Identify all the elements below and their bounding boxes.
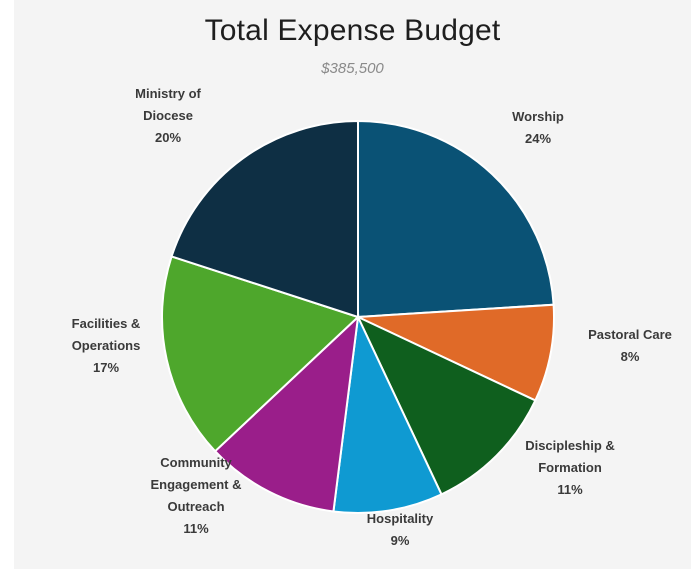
pie-slice-community-engagement-outreach xyxy=(213,314,360,513)
chart-subtitle: $385,500 xyxy=(321,60,384,77)
slice-label-hospitality: Hospitality 9% xyxy=(367,511,434,548)
pie-slice-discipleship-formation xyxy=(355,314,537,496)
pie-slice-worship xyxy=(357,119,555,319)
chart-title: Total Expense Budget xyxy=(204,14,501,47)
pie-slice-pastoral-care xyxy=(357,303,555,402)
slice-label-community-engagement-outreach: Community Engagement & Outreach 11% xyxy=(150,455,241,536)
slice-label-pastoral-care: Pastoral Care 8% xyxy=(588,327,672,364)
slice-label-worship: Worship 24% xyxy=(512,109,564,146)
pie-slice-hospitality xyxy=(332,313,443,514)
slice-label-facilities-operations: Facilities & Operations 17% xyxy=(72,316,141,375)
pie-slice-facilities-operations xyxy=(161,255,360,453)
slice-label-discipleship-formation: Discipleship & Formation 11% xyxy=(525,438,615,497)
pie-slice-ministry-of-diocese xyxy=(170,119,359,319)
slice-label-ministry-of-diocese: Ministry of Diocese 20% xyxy=(135,86,201,145)
